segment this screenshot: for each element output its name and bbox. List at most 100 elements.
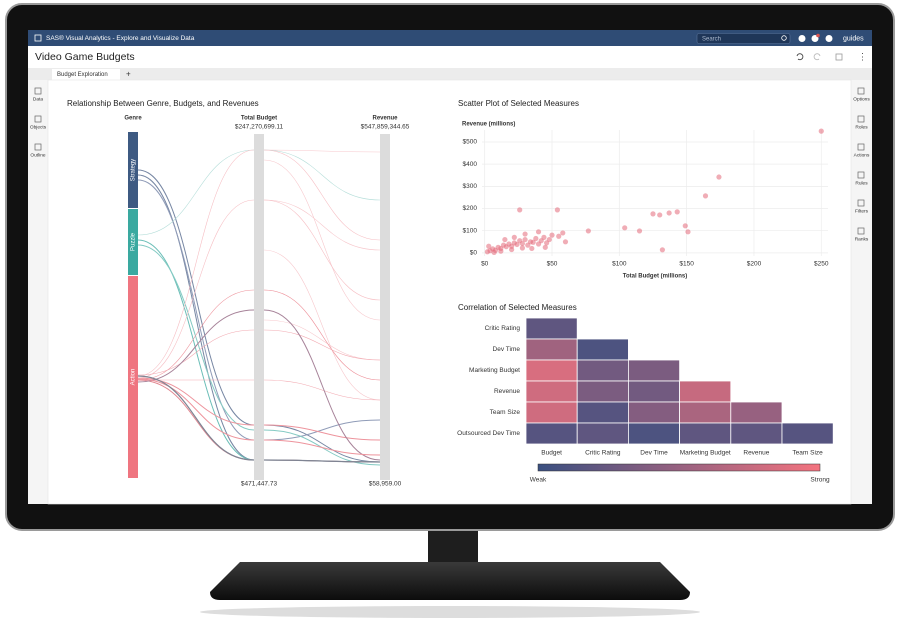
point <box>659 247 666 253</box>
menu-icon[interactable] <box>34 34 42 42</box>
legend-label: Strong <box>810 477 830 484</box>
genre-segment <box>128 276 138 478</box>
search-icon[interactable] <box>781 35 787 41</box>
cell <box>525 380 578 403</box>
point <box>585 228 591 234</box>
axis-max: $247,270,699.11 <box>235 124 284 131</box>
rail-label: Rules <box>855 180 868 186</box>
point <box>549 232 555 238</box>
y-tick-label: $400 <box>463 161 478 168</box>
point <box>491 249 497 256</box>
genre-label: Strategy <box>131 159 137 181</box>
point <box>511 234 517 240</box>
point <box>666 210 672 216</box>
rail-icon[interactable] <box>857 115 865 123</box>
rail-label: Objects <box>30 124 47 130</box>
point <box>519 245 525 251</box>
y-tick-label: $0 <box>470 250 478 257</box>
y-tick-label: $100 <box>463 227 478 234</box>
cell <box>628 359 681 382</box>
row-label: Critic Rating <box>485 325 521 332</box>
user-menu[interactable]: guides <box>843 35 864 42</box>
cell <box>730 401 783 424</box>
y-tick-label: $300 <box>463 183 478 190</box>
point <box>522 231 528 237</box>
cell <box>576 401 629 424</box>
point <box>522 236 528 243</box>
more[interactable]: ⋮ <box>858 51 867 61</box>
rail-label: Outline <box>30 152 46 158</box>
rail-label: Ranks <box>855 236 869 242</box>
point <box>685 229 691 235</box>
rail-icon[interactable] <box>857 199 865 207</box>
y-tick-label: $200 <box>463 205 478 212</box>
rail-icon[interactable] <box>34 143 42 151</box>
redo[interactable] <box>813 53 821 61</box>
y-tick-label: $500 <box>463 139 478 146</box>
add-tab[interactable]: + <box>126 70 131 79</box>
rail-icon[interactable] <box>857 143 865 151</box>
point <box>535 229 542 235</box>
cell <box>525 338 578 361</box>
rail-icon[interactable] <box>857 87 865 95</box>
x-tick-label: $200 <box>747 261 762 268</box>
point <box>486 243 492 249</box>
axis-label: Total Budget <box>241 116 277 122</box>
cell <box>525 401 578 424</box>
rail-icon[interactable] <box>857 227 865 235</box>
legend-label: Weak <box>530 477 547 484</box>
y-axis-title: Revenue (millions) <box>462 122 515 128</box>
shadow <box>200 606 700 618</box>
point <box>818 128 824 134</box>
undo[interactable] <box>796 53 804 61</box>
column-label: Critic Rating <box>585 450 621 457</box>
cell <box>525 422 578 445</box>
rail-icon[interactable] <box>34 87 42 95</box>
rail-label: Options <box>853 96 870 102</box>
tab-label: Budget Exploration <box>57 72 108 78</box>
rail-icon[interactable] <box>857 171 865 179</box>
point <box>530 239 536 245</box>
axis-max: $547,859,344.65 <box>361 124 410 131</box>
point <box>514 241 520 248</box>
genre-label: Puzzle <box>131 232 137 251</box>
rail-label: Filters <box>855 208 869 214</box>
app-title: SAS® Visual Analytics - Explore and Visu… <box>46 34 195 42</box>
point <box>674 209 680 215</box>
axis-label: Genre <box>124 116 142 122</box>
point <box>622 225 628 231</box>
cell <box>781 422 834 445</box>
search-box[interactable] <box>696 33 791 44</box>
cell <box>576 422 629 445</box>
genre-label: Action <box>131 369 137 386</box>
column-label: Budget <box>541 450 562 457</box>
tab[interactable] <box>52 69 120 80</box>
save[interactable] <box>835 53 843 61</box>
point <box>682 223 688 229</box>
column-label: Marketing Budget <box>680 450 731 457</box>
point <box>556 233 562 239</box>
point <box>519 240 525 247</box>
cell <box>628 422 681 445</box>
icon[interactable] <box>798 35 806 42</box>
right-rail <box>851 80 872 504</box>
help-icon[interactable] <box>825 35 833 42</box>
rail-icon[interactable] <box>34 115 42 123</box>
row-label: Dev Time <box>493 346 521 353</box>
cell <box>576 338 629 361</box>
cell <box>679 422 732 445</box>
x-tick-label: $50 <box>547 261 558 268</box>
column-label: Team Size <box>792 450 823 457</box>
color-legend <box>537 463 821 472</box>
point <box>554 207 560 213</box>
column-label: Dev Time <box>640 450 668 457</box>
cell <box>576 359 629 382</box>
rail-label: Data <box>33 96 43 102</box>
chart-title: Relationship Between Genre, Budgets, and… <box>67 99 259 108</box>
point <box>546 236 552 243</box>
cell <box>525 317 578 340</box>
x-tick-label: $250 <box>814 261 829 268</box>
genre-segment <box>128 132 138 208</box>
point <box>498 248 504 254</box>
